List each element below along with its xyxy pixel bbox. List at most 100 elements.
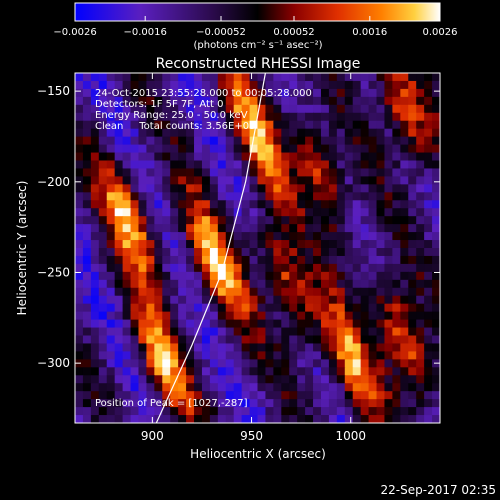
heatmap-cell	[408, 168, 417, 178]
heatmap-cell	[392, 176, 401, 185]
heatmap-cell	[432, 240, 440, 249]
heatmap-cell	[416, 160, 425, 170]
heatmap-cell	[273, 216, 282, 225]
heatmap-cell	[416, 224, 425, 233]
heatmap-cell	[122, 152, 132, 162]
heatmap-cell	[82, 367, 92, 376]
heatmap-cell	[273, 351, 282, 360]
heatmap-cell	[82, 208, 92, 217]
heatmap-cell	[82, 263, 92, 273]
heatmap-cell	[352, 327, 362, 337]
heatmap-cell	[424, 184, 433, 193]
heatmap-cell	[297, 128, 306, 138]
heatmap-cell	[297, 303, 306, 313]
heatmap-cell	[336, 80, 346, 90]
heatmap-cell	[376, 152, 386, 162]
heatmap-cell	[313, 295, 322, 305]
heatmap-cell	[98, 271, 108, 281]
heatmap-cell	[138, 319, 148, 329]
heatmap-cell	[217, 383, 227, 392]
heatmap-cell	[249, 335, 259, 345]
heatmap-cell	[209, 176, 219, 185]
heatmap-cell	[344, 96, 354, 106]
heatmap-cell	[360, 415, 370, 423]
heatmap-cell	[114, 407, 124, 416]
heatmap-cell	[186, 351, 195, 360]
heatmap-cell	[344, 104, 354, 114]
heatmap-cell	[170, 287, 179, 297]
heatmap-cell	[194, 224, 203, 233]
heatmap-cell	[424, 104, 433, 114]
heatmap-cell	[344, 391, 354, 400]
heatmap-cell	[352, 248, 362, 257]
heatmap-cell	[233, 160, 243, 170]
heatmap-cell	[209, 343, 219, 353]
heatmap-cell	[368, 88, 378, 98]
heatmap-cell	[114, 383, 124, 392]
heatmap-cell	[146, 255, 155, 265]
heatmap-cell	[241, 375, 251, 384]
heatmap-cell	[408, 311, 417, 321]
heatmap-cell	[265, 88, 274, 98]
heatmap-cell	[146, 96, 155, 106]
heatmap-cell	[90, 255, 100, 265]
heatmap-cell	[336, 359, 346, 368]
heatmap-cell	[194, 351, 203, 360]
heatmap-cell	[90, 208, 100, 217]
heatmap-cell	[138, 415, 148, 423]
heatmap-cell	[146, 359, 155, 368]
heatmap-cell	[186, 327, 195, 337]
heatmap-cell	[257, 287, 267, 297]
heatmap-cell	[313, 367, 322, 376]
solar-limb-curve	[155, 73, 266, 423]
heatmap-cell	[289, 311, 298, 321]
heatmap-cell	[170, 80, 179, 90]
heatmap-cell	[305, 88, 314, 98]
heatmap-cell	[368, 391, 378, 400]
heatmap-cell	[225, 168, 235, 178]
heatmap-cell	[122, 176, 132, 185]
heatmap-cell	[233, 343, 243, 353]
heatmap-cell	[75, 88, 84, 98]
heatmap-cell	[360, 351, 370, 360]
heatmap-cell	[146, 232, 155, 241]
heatmap-cell	[233, 287, 243, 297]
heatmap-cell	[328, 248, 338, 257]
heatmap-cell	[241, 128, 251, 138]
heatmap-cell	[178, 73, 187, 82]
heatmap-cell	[98, 415, 108, 423]
heatmap-cell	[209, 327, 219, 337]
heatmap-cell	[305, 287, 314, 297]
heatmap-cell	[392, 96, 401, 106]
heatmap-cell	[408, 287, 417, 297]
heatmap-cell	[130, 200, 140, 209]
heatmap-cell	[170, 120, 179, 130]
heatmap-cell	[344, 255, 354, 265]
heatmap-cell	[90, 335, 100, 345]
heatmap-cell	[194, 335, 203, 345]
heatmap-cell	[408, 295, 417, 305]
heatmap-cell	[336, 311, 346, 321]
heatmap-cell	[75, 255, 84, 265]
heatmap-cell	[424, 136, 433, 146]
heatmap-cell	[178, 295, 187, 305]
heatmap-cell	[432, 232, 440, 241]
heatmap-cell	[225, 375, 235, 384]
heatmap-cell	[392, 144, 401, 154]
heatmap-cell	[360, 327, 370, 337]
heatmap-cell	[297, 216, 306, 225]
heatmap-cell	[305, 335, 314, 345]
colorbar-tick-label: −0.0026	[53, 27, 96, 38]
heatmap-cell	[320, 248, 330, 257]
heatmap-cell	[130, 327, 140, 337]
heatmap-cell	[217, 271, 227, 281]
heatmap-cell	[138, 232, 148, 241]
heatmap-cell	[416, 295, 425, 305]
heatmap-cell	[336, 295, 346, 305]
heatmap-cell	[416, 248, 425, 257]
heatmap-cell	[416, 375, 425, 384]
heatmap-cell	[320, 176, 330, 185]
heatmap-cell	[186, 168, 195, 178]
heatmap-cell	[225, 152, 235, 162]
heatmap-cell	[154, 343, 163, 353]
